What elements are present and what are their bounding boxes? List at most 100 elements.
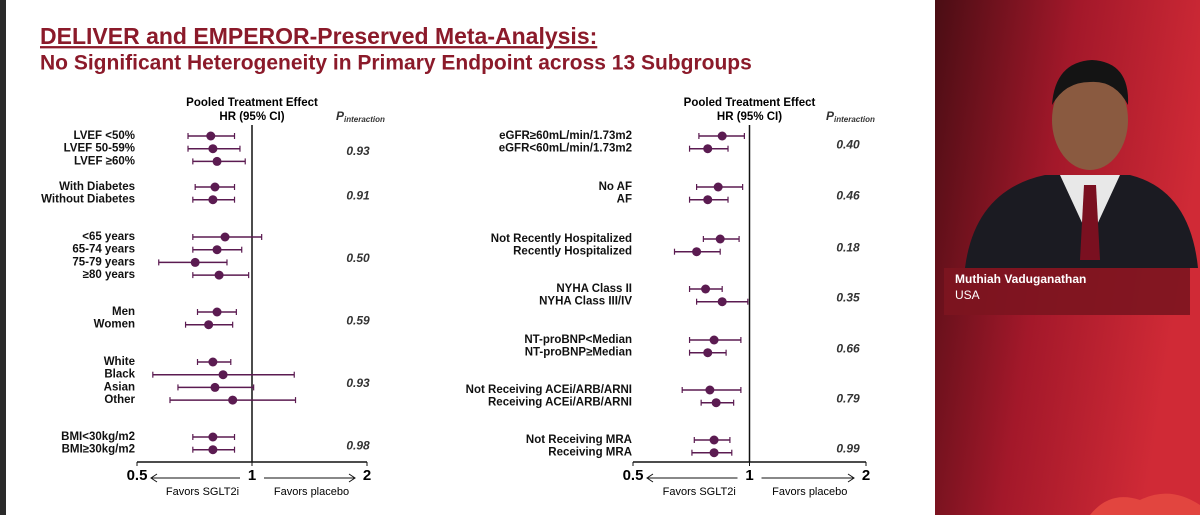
x-tick-label: 1 xyxy=(248,467,256,484)
subgroup-label: Men xyxy=(112,306,135,318)
p-header-sub: interaction xyxy=(834,115,875,124)
subgroup-label: Recently Hospitalized xyxy=(513,246,632,258)
subgroup-label: eGFR<60mL/min/1.73m2 xyxy=(499,143,632,155)
subgroup-label: Black xyxy=(104,369,135,381)
p-interaction: 0.98 xyxy=(346,439,370,453)
p-header: Pinteraction xyxy=(826,109,875,124)
hazard-ratio-point xyxy=(208,445,218,455)
p-interaction: 0.99 xyxy=(836,442,860,456)
x-tick-label: 0.5 xyxy=(127,467,148,484)
subgroup-label: eGFR≥60mL/min/1.73m2 xyxy=(499,130,632,142)
p-interaction: 0.66 xyxy=(836,342,860,356)
hazard-ratio-point xyxy=(717,297,727,307)
subgroup-label: NT-proBNP<Median xyxy=(524,334,632,346)
hazard-ratio-point xyxy=(711,398,721,408)
favors-right-label: Favors placebo xyxy=(772,486,847,498)
x-tick-label: 1 xyxy=(745,467,753,484)
x-tick-label: 2 xyxy=(363,467,371,484)
favors-left-label: Favors SGLT2i xyxy=(663,486,736,498)
hazard-ratio-point xyxy=(703,144,713,154)
slide-edge xyxy=(0,0,6,515)
hazard-ratio-point xyxy=(709,335,719,345)
hazard-ratio-point xyxy=(208,432,218,442)
subgroup-label: LVEF ≥60% xyxy=(74,155,135,167)
p-interaction: 0.79 xyxy=(836,392,860,406)
slide xyxy=(0,0,935,515)
p-header: Pinteraction xyxy=(336,109,385,124)
hazard-ratio-point xyxy=(208,357,218,367)
subgroup-label: Women xyxy=(94,319,135,331)
subgroup-label: With Diabetes xyxy=(59,181,135,193)
hazard-ratio-point xyxy=(190,257,200,267)
hazard-ratio-point xyxy=(709,435,719,445)
forest-plots: Pooled Treatment Effect HR (95% CI) Pinter… xyxy=(41,97,875,498)
subgroup-label: NYHA Class II xyxy=(556,283,632,295)
subgroup-label: LVEF 50-59% xyxy=(64,143,135,155)
p-header-main: P xyxy=(826,109,835,123)
p-header-main: P xyxy=(336,109,345,123)
x-tick-label: 2 xyxy=(862,467,870,484)
subgroup-label: 65-74 years xyxy=(72,244,135,256)
x-tick-label: 0.5 xyxy=(623,467,644,484)
subgroup-label: 75-79 years xyxy=(72,256,135,268)
slide-title: DELIVER and EMPEROR-Preserved Meta-Analy… xyxy=(40,23,597,49)
hazard-ratio-point xyxy=(692,247,702,257)
subgroup-label: NT-proBNP≥Median xyxy=(525,347,632,359)
p-interaction: 0.91 xyxy=(346,189,370,203)
hazard-ratio-point xyxy=(210,182,220,192)
column-subheader: HR (95% CI) xyxy=(717,111,782,123)
hazard-ratio-point xyxy=(228,395,238,405)
subgroup-label: LVEF <50% xyxy=(74,130,135,142)
speaker-name: Muthiah Vaduganathan xyxy=(955,272,1086,286)
column-subheader: HR (95% CI) xyxy=(219,111,284,123)
hazard-ratio-point xyxy=(715,234,725,244)
p-interaction: 0.93 xyxy=(346,376,370,390)
p-interaction: 0.46 xyxy=(836,189,860,203)
subgroup-label: ≥80 years xyxy=(83,269,135,281)
p-interaction: 0.40 xyxy=(836,138,860,152)
subgroup-label: <65 years xyxy=(82,231,135,243)
column-header: Pooled Treatment Effect xyxy=(684,97,816,109)
p-interaction: 0.35 xyxy=(836,291,860,305)
hazard-ratio-point xyxy=(703,348,713,358)
hazard-ratio-point xyxy=(709,448,719,458)
subgroup-label: Receiving MRA xyxy=(548,447,632,459)
name-plate xyxy=(944,268,1190,315)
hazard-ratio-point xyxy=(705,385,715,395)
subgroup-label: White xyxy=(104,356,135,368)
subgroup-label: BMI<30kg/m2 xyxy=(61,431,135,443)
subgroup-label: Without Diabetes xyxy=(41,194,135,206)
favors-arrow-right xyxy=(761,473,855,483)
hazard-ratio-point xyxy=(208,195,218,205)
p-interaction: 0.59 xyxy=(346,314,370,328)
subgroup-label: Asian xyxy=(104,381,135,393)
subgroup-label: BMI≥30kg/m2 xyxy=(62,444,135,456)
hazard-ratio-point xyxy=(214,270,224,280)
subgroup-label: NYHA Class III/IV xyxy=(539,296,632,308)
p-interaction: 0.50 xyxy=(346,251,370,265)
subgroup-label: AF xyxy=(617,194,632,206)
favors-left-label: Favors SGLT2i xyxy=(166,486,239,498)
p-interaction: 0.93 xyxy=(346,144,370,158)
favors-arrow-left xyxy=(150,473,240,483)
column-header: Pooled Treatment Effect xyxy=(186,97,318,109)
subgroup-label: Other xyxy=(104,394,135,406)
hazard-ratio-point xyxy=(220,232,230,242)
slide-subtitle: No Significant Heterogeneity in Primary … xyxy=(40,52,752,75)
hazard-ratio-point xyxy=(212,307,222,317)
hazard-ratio-point xyxy=(204,320,214,330)
hazard-ratio-point xyxy=(713,182,723,192)
subgroup-label: No AF xyxy=(599,181,632,193)
subgroup-label: Not Receiving MRA xyxy=(526,434,632,446)
favors-arrow-right xyxy=(264,473,356,483)
hazard-ratio-point xyxy=(212,156,222,166)
speaker-location: USA xyxy=(955,288,980,302)
hazard-ratio-point xyxy=(701,284,711,294)
hazard-ratio-point xyxy=(218,370,228,380)
hazard-ratio-point xyxy=(206,131,216,141)
hazard-ratio-point xyxy=(717,131,727,141)
hazard-ratio-point xyxy=(212,245,222,255)
speaker-figure xyxy=(965,60,1198,268)
favors-right-label: Favors placebo xyxy=(274,486,349,498)
